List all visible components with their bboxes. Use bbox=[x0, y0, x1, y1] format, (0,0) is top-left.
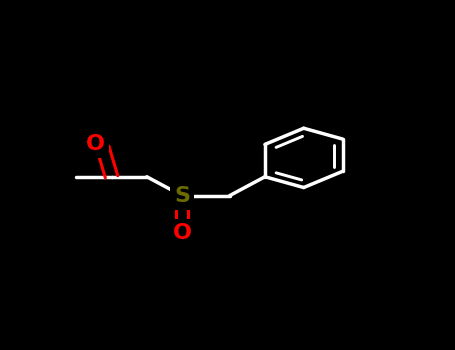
Text: O: O bbox=[86, 134, 105, 154]
Text: O: O bbox=[172, 223, 192, 243]
Text: S: S bbox=[174, 186, 190, 205]
